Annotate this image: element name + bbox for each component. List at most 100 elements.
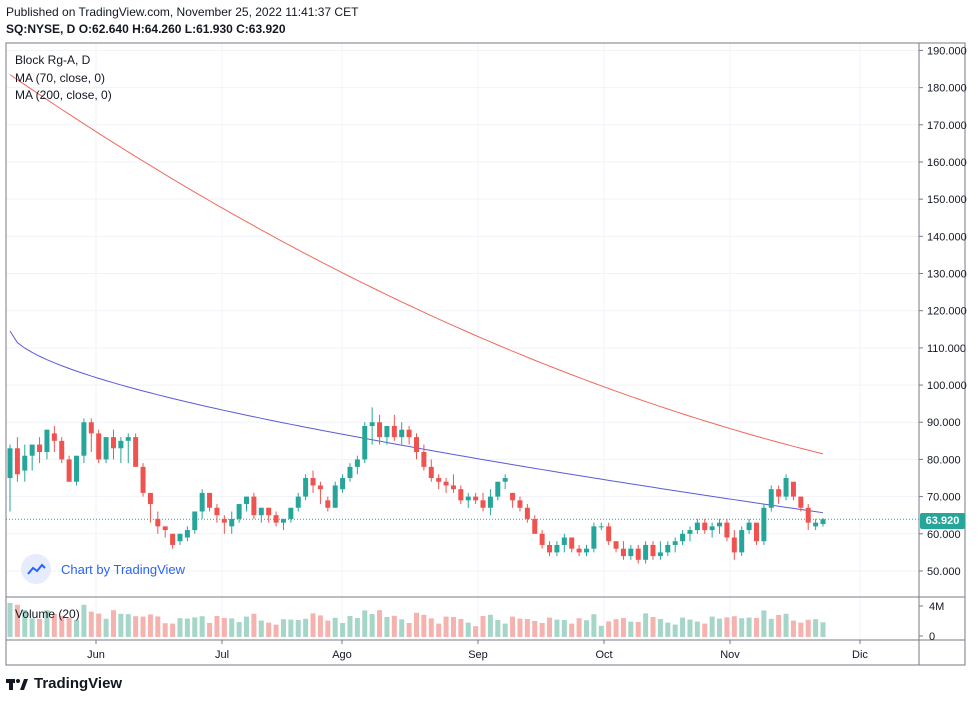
volume-bar xyxy=(140,616,146,637)
candle-body xyxy=(547,544,553,553)
candle-body xyxy=(428,466,434,479)
volume-bar xyxy=(288,619,294,637)
footer-brand[interactable]: TradingView xyxy=(6,675,122,692)
candle-body xyxy=(177,533,183,542)
symbol-label: SQ:NYSE, D xyxy=(6,22,76,36)
volume-bar xyxy=(561,620,567,637)
candle-body xyxy=(820,519,826,524)
candle-body xyxy=(7,448,13,479)
candle-body xyxy=(332,485,338,508)
candle-body xyxy=(798,496,804,508)
volume-bar xyxy=(746,617,752,637)
candle-body xyxy=(746,522,752,531)
volume-bar xyxy=(406,623,412,637)
candle-body xyxy=(340,478,346,490)
volume-bar xyxy=(576,618,582,637)
volume-bar xyxy=(244,616,250,637)
candle-body xyxy=(694,522,700,531)
volume-bar xyxy=(643,613,649,637)
candle-body xyxy=(539,533,545,545)
time-tick-label: Dic xyxy=(852,649,868,661)
volume-bar xyxy=(325,620,331,637)
volume-bar xyxy=(783,613,789,637)
volume-bar xyxy=(717,618,723,637)
candles-group xyxy=(7,407,826,564)
candle-body xyxy=(510,492,516,501)
published-line: Published on TradingView.com, November 2… xyxy=(6,5,359,19)
price-tick-label: 140.000 xyxy=(927,231,967,243)
volume-bar xyxy=(539,623,545,637)
volume-bar xyxy=(177,618,183,637)
candle-body xyxy=(805,507,811,523)
volume-bar xyxy=(66,617,72,637)
price-tick-label: 190.000 xyxy=(927,45,967,57)
candle-body xyxy=(258,507,264,516)
candle-body xyxy=(790,481,796,497)
candle-body xyxy=(88,422,94,434)
candle-body xyxy=(391,425,397,438)
chart-watermark[interactable]: Chart by TradingView xyxy=(21,554,185,584)
time-tick-label: Jul xyxy=(215,649,229,661)
price-tick-label: 110.000 xyxy=(927,343,966,355)
volume-bar xyxy=(753,618,759,637)
candle-body xyxy=(458,489,464,501)
candle-body xyxy=(44,429,50,452)
candle-body xyxy=(140,466,146,493)
volume-bar xyxy=(606,621,612,637)
candle-body xyxy=(399,429,405,438)
candle-body xyxy=(436,478,442,482)
legend-title: Block Rg-A, D xyxy=(15,53,91,67)
price-tick-label: 60.000 xyxy=(927,529,961,541)
volume-bar xyxy=(421,614,427,637)
price-tick-label: 100.000 xyxy=(927,380,967,392)
price-tick-label: 90.000 xyxy=(927,417,961,429)
watermark-text: Chart by TradingView xyxy=(61,561,186,577)
volume-bar xyxy=(303,618,309,637)
candle-body xyxy=(561,537,567,545)
candle-body xyxy=(74,455,80,482)
volume-bar xyxy=(635,622,641,637)
candle-body xyxy=(251,496,257,516)
candle-body xyxy=(421,451,427,467)
candle-body xyxy=(236,504,242,519)
candle-body xyxy=(66,459,72,482)
footer-brand-text: TradingView xyxy=(34,675,123,692)
volume-bar xyxy=(236,622,242,637)
volume-bar xyxy=(554,619,560,637)
volume-bar xyxy=(369,614,375,637)
candle-body xyxy=(354,459,360,467)
volume-bar xyxy=(22,610,28,637)
outer-frame xyxy=(5,42,966,666)
volume-bar xyxy=(465,622,471,637)
volume-bar xyxy=(650,617,656,637)
candle-body xyxy=(465,496,471,501)
volume-bar xyxy=(428,618,434,637)
candle-body xyxy=(303,478,309,497)
price-tick-label: 180.000 xyxy=(927,83,967,95)
volume-bar xyxy=(702,623,708,637)
volume-bar xyxy=(266,622,272,637)
volume-bar xyxy=(517,618,523,637)
volume-bar xyxy=(694,621,700,637)
time-tick-label: Sep xyxy=(468,649,488,661)
volume-bar xyxy=(384,617,390,637)
time-tick-label: Oct xyxy=(595,649,612,661)
legend-volume: Volume (20) xyxy=(15,607,80,621)
volume-bar xyxy=(436,623,442,637)
volume-bar xyxy=(199,616,205,637)
candle-body xyxy=(657,552,663,557)
candle-body xyxy=(635,548,641,560)
price-tick-label: 130.000 xyxy=(927,269,967,281)
candle-body xyxy=(406,429,412,438)
candle-body xyxy=(37,444,43,452)
volume-bar xyxy=(598,625,604,637)
candle-body xyxy=(761,507,767,542)
candle-body xyxy=(155,518,161,527)
candle-body xyxy=(480,500,486,508)
volume-bar xyxy=(813,619,819,637)
volume-bar xyxy=(207,623,213,637)
volume-bar xyxy=(547,617,553,637)
candle-body xyxy=(753,522,759,542)
volume-bar xyxy=(81,604,87,637)
